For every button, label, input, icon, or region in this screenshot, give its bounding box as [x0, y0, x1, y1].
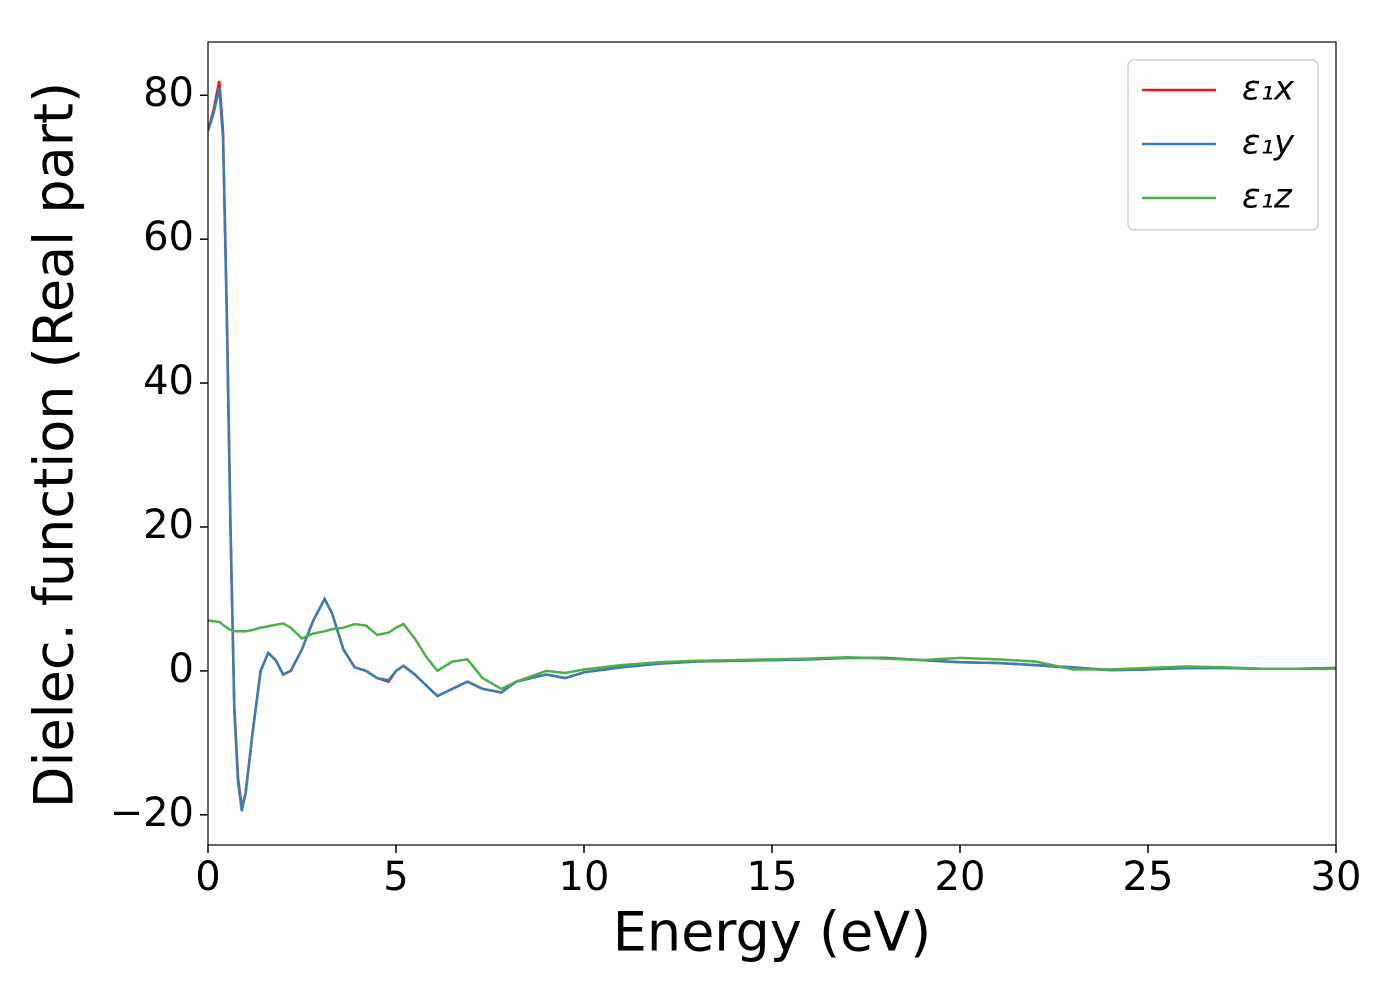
legend-box [1127, 59, 1319, 231]
data-line [208, 619, 1336, 691]
data-line [208, 87, 1336, 812]
legend-label: ε₁y [1242, 123, 1295, 163]
y-tick-label: −20 [110, 790, 194, 836]
x-tick-label: 10 [559, 854, 610, 900]
y-tick-label: 40 [143, 358, 194, 404]
x-tick-label: 30 [1311, 854, 1362, 900]
y-tick-label: 80 [143, 70, 194, 116]
legend-label: ε₁x [1242, 69, 1295, 109]
legend-label: ε₁z [1242, 177, 1293, 217]
y-axis-label: Dielec. function (Real part) [23, 82, 86, 808]
x-tick-label: 15 [747, 854, 798, 900]
y-tick-label: 0 [169, 646, 194, 692]
y-tick-label: 60 [143, 214, 194, 260]
x-tick-label: 5 [383, 854, 408, 900]
plot-frame [207, 41, 1337, 846]
x-tick-label: 25 [1123, 854, 1174, 900]
x-tick-label: 0 [195, 854, 220, 900]
x-tick-label: 20 [935, 854, 986, 900]
y-tick-label: 20 [143, 502, 194, 548]
x-axis-label: Energy (eV) [613, 901, 932, 964]
